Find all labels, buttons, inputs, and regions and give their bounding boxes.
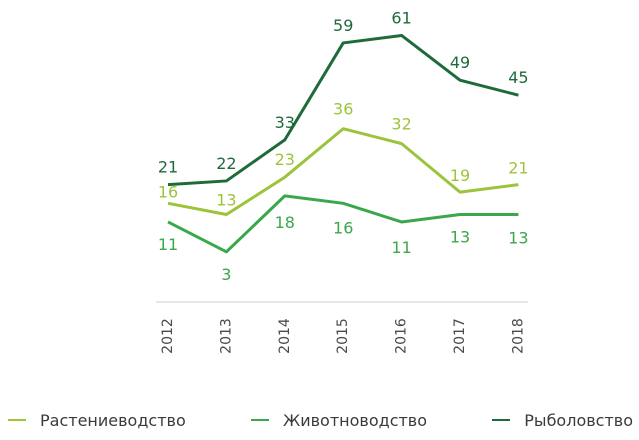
legend-item-rybolovstvo: Рыболовство	[492, 411, 633, 430]
x-tick-labels: 2012 2013 2014 2015 2016 2017 2018	[160, 318, 526, 354]
data-label: 21	[508, 159, 528, 178]
legend-swatch	[492, 419, 511, 421]
data-label: 59	[333, 16, 353, 35]
legend-label: Животноводство	[282, 410, 428, 430]
legend-label: Растениеводство	[40, 410, 186, 430]
data-label: 49	[450, 53, 470, 72]
x-tick-label: 2012	[160, 318, 176, 354]
x-tick-label: 2016	[394, 318, 410, 354]
data-label: 33	[275, 113, 295, 132]
legend-label: Рыболовство	[524, 410, 633, 430]
data-label-layer: 16 13 23 36 32 19 21 11 3 18 16 11 13 13 21 22 33 59 61 49 4…	[158, 8, 529, 283]
series-line-2	[167, 33, 519, 187]
data-label: 36	[333, 100, 353, 119]
x-tick-label: 2013	[218, 318, 234, 354]
data-label: 18	[275, 213, 295, 232]
data-label: 45	[508, 68, 528, 87]
legend: Растениеводство Животноводство Рыболовст…	[8, 406, 633, 434]
x-tick-label: 2018	[510, 318, 526, 354]
data-label: 13	[216, 191, 236, 210]
series-layer	[167, 33, 519, 254]
legend-swatch	[250, 419, 269, 421]
data-label: 16	[333, 218, 353, 237]
data-label: 22	[216, 154, 236, 173]
data-label: 61	[391, 8, 411, 27]
data-label: 32	[391, 115, 411, 134]
x-tick-label: 2015	[335, 318, 351, 354]
data-label: 23	[275, 150, 295, 169]
data-label: 3	[221, 265, 231, 284]
line-chart: 16 13 23 36 32 19 21 11 3 18 16 11 13 13 21 22 33 59 61 49 4…	[156, 8, 529, 354]
data-label: 13	[450, 228, 470, 247]
data-label: 16	[158, 182, 178, 201]
series-line-0	[167, 127, 519, 217]
series-line-1	[167, 194, 519, 254]
legend-swatch	[8, 419, 26, 421]
legend-item-rastenievodstvo: Растениеводство	[8, 411, 186, 430]
data-label: 19	[450, 166, 470, 185]
x-tick-label: 2017	[452, 318, 468, 354]
data-label: 11	[158, 235, 178, 254]
legend-item-zhivotnovodstvo: Животноводство	[250, 410, 428, 430]
x-tick-label: 2014	[277, 318, 293, 354]
data-label: 13	[508, 229, 528, 248]
data-label: 21	[158, 158, 178, 177]
data-label: 11	[391, 238, 411, 257]
